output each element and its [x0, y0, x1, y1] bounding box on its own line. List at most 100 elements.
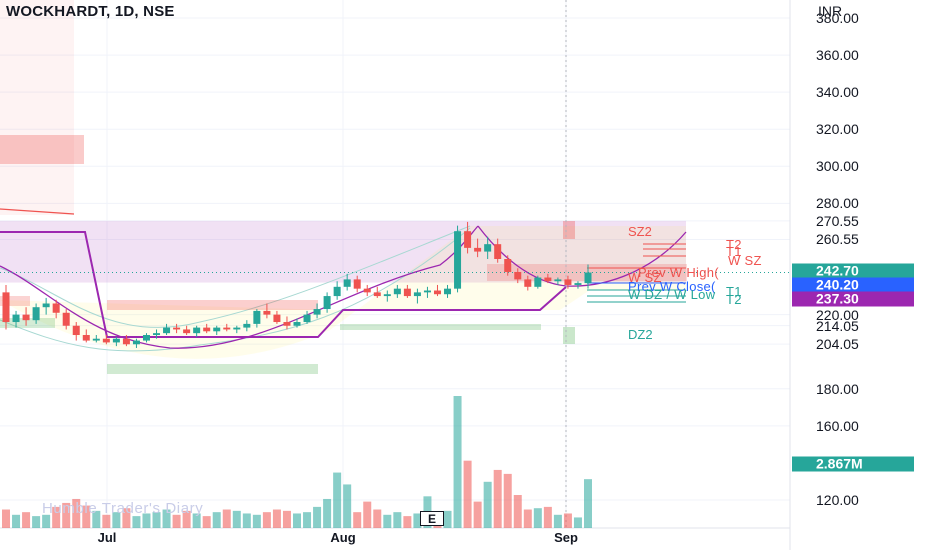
time-tick-label: Jul — [97, 530, 117, 545]
price-tick-label: 180.00 — [816, 380, 859, 397]
candle-body — [12, 314, 20, 323]
price-badge: 237.30 — [792, 291, 914, 307]
volume-bar — [393, 512, 402, 528]
candle-body — [102, 338, 110, 343]
candle-body — [42, 303, 50, 308]
candle-body — [263, 310, 271, 315]
volume-bar — [323, 498, 332, 528]
volume-bar — [483, 481, 492, 528]
volume-bar — [473, 501, 482, 528]
volume-bar — [333, 472, 342, 528]
candle-body — [243, 323, 251, 328]
volume-bar — [533, 508, 542, 528]
price-tick-label: 214.05 — [816, 317, 859, 334]
volume-bar — [463, 460, 472, 528]
weekly-low-label: W DZ / W Low — [628, 287, 716, 302]
volume-bar — [453, 396, 462, 528]
candle-body — [32, 307, 40, 321]
volume-bar — [82, 505, 91, 528]
demand-zone-mid — [340, 324, 541, 330]
candle-body — [52, 303, 60, 313]
candle-body — [484, 244, 492, 252]
cup-region — [0, 226, 686, 359]
candle-body — [273, 314, 281, 323]
volume-bar — [272, 509, 281, 528]
candle-body — [383, 294, 391, 297]
candle-body — [464, 231, 472, 248]
volume-bar — [303, 512, 312, 528]
volume-bar — [513, 495, 522, 528]
price-tick-label: 204.05 — [816, 336, 859, 353]
volume-bar — [252, 514, 261, 528]
symbol-title[interactable]: WOCKHARDT, 1D, NSE — [6, 3, 175, 20]
volume-bar — [72, 498, 81, 528]
candle-body — [213, 327, 221, 332]
candle-body — [92, 338, 100, 341]
candle-body — [534, 277, 542, 287]
candle-body — [62, 312, 70, 326]
volume-bar — [363, 501, 372, 528]
candle-body — [122, 338, 130, 345]
volume-bar — [132, 516, 141, 528]
demand-zone-label: DZ2 — [628, 327, 653, 342]
candle-body — [72, 325, 80, 336]
candle-body — [293, 322, 301, 326]
prev-week-close-label: Prev W Close( — [628, 279, 716, 294]
candle-body — [313, 309, 321, 315]
demand-zone-left — [0, 318, 55, 328]
price-badge: 240.20 — [792, 277, 914, 293]
candle-body — [504, 259, 512, 272]
volume-bar — [383, 514, 392, 528]
volume-bar — [12, 514, 21, 528]
volume-bar — [162, 509, 171, 528]
earnings-marker[interactable]: E — [420, 511, 444, 526]
time-tick-label: Sep — [554, 530, 578, 545]
time-tick-label: Aug — [330, 530, 356, 545]
supply-zone-label: SZ2 — [628, 224, 652, 239]
volume-bar — [343, 484, 352, 528]
candle-body — [564, 279, 572, 285]
symbol-title-text: WOCKHARDT, 1D, NSE — [6, 3, 175, 20]
candle-body — [142, 335, 150, 341]
demand-zone-low — [107, 364, 318, 374]
volume-bar — [92, 510, 101, 528]
volume-bar — [42, 514, 51, 528]
candle-body — [253, 310, 261, 324]
volume-bar — [262, 512, 271, 528]
volume-bar — [182, 510, 191, 528]
old-supply-zone — [0, 0, 74, 215]
candle-body — [554, 279, 562, 282]
volume-bar — [503, 473, 512, 528]
volume-bar — [222, 509, 231, 528]
t2-lower-label: T2 — [726, 292, 742, 307]
candle-body — [413, 292, 421, 297]
cup-curve — [0, 225, 479, 349]
volume-bar — [102, 514, 111, 528]
volume-bar — [293, 513, 301, 528]
candle-body — [183, 329, 191, 334]
volume-bar — [202, 516, 211, 528]
volume-bar — [142, 513, 151, 528]
candle-body — [283, 322, 291, 326]
candle-body — [82, 335, 90, 341]
candle-body — [423, 290, 431, 293]
volume-bar — [52, 506, 61, 528]
price-badge: 2.867M — [792, 456, 914, 472]
weekly-supply-label: W SZ — [728, 253, 762, 268]
price-tick-label: 340.00 — [816, 84, 859, 101]
volume-bar — [563, 513, 572, 528]
candle-body — [233, 327, 241, 330]
dz2-marker — [563, 327, 575, 344]
candle-body — [433, 290, 441, 295]
candle-body — [333, 286, 341, 297]
volume-bar — [353, 512, 362, 528]
volume-bar — [192, 513, 201, 528]
volume-bar — [242, 513, 251, 528]
price-tick-label: 220.00 — [816, 306, 859, 323]
price-tick-label: 280.00 — [816, 195, 859, 212]
volume-bar — [413, 513, 422, 528]
volume-bar — [543, 506, 552, 528]
t1-lower-label: T1 — [726, 284, 742, 299]
